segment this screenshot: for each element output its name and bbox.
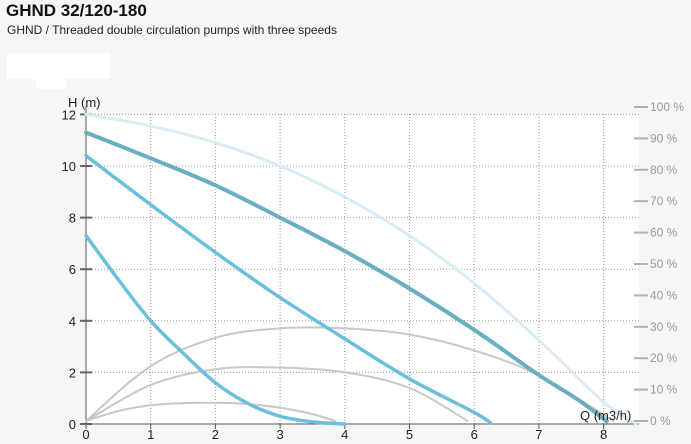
x-tick-label: 6 [471,427,478,442]
y-tick-label: 6 [69,262,76,277]
y2-tick-label: 30 % [650,320,678,334]
y-tick-label: 4 [69,314,76,329]
x-tick-label: 8 [600,427,607,442]
y2-tick-label: 0 % [650,414,671,428]
x-axis-label: Q (m3/h) [580,408,631,423]
page-subtitle: GHND / Threaded double circulation pumps… [7,23,337,37]
y-tick-label: 2 [69,365,76,380]
x-tick-label: 1 [147,427,154,442]
x-tick-label: 4 [341,427,348,442]
x-tick-label: 0 [82,427,89,442]
y2-tick-label: 100 % [650,100,684,114]
y2-tick-label: 40 % [650,288,678,302]
page-title: GHND 32/120-180 [6,1,147,20]
y-axis-label: H (m) [68,95,101,110]
y-tick-label: 0 [69,417,76,432]
blank-panel-tab [36,79,66,89]
y2-tick-label: 20 % [650,351,678,365]
y2-tick-label: 90 % [650,131,678,145]
y2-tick-label: 80 % [650,163,678,177]
y-tick-label: 10 [62,159,76,174]
efficiency-curve-speed-1 [85,401,337,422]
axes [80,106,648,429]
efficiency-curve-speed-2 [85,366,469,422]
y2-tick-label: 10 % [650,383,678,397]
blank-panel [7,53,110,79]
speed-3-curve [84,130,609,424]
speed-1-curve [84,233,347,426]
max-envelope-curve [84,112,638,426]
x-tick-label: 5 [406,427,413,442]
speed-2-curve [84,153,493,425]
x-tick-label: 2 [212,427,219,442]
x-tick-label: 3 [276,427,283,442]
y2-tick-label: 50 % [650,257,678,271]
y-tick-label: 12 [62,107,76,122]
x-tick-label: 7 [535,427,542,442]
y2-tick-label: 60 % [650,226,678,240]
y-tick-label: 8 [69,211,76,226]
efficiency-curve-speed-3 [85,326,615,422]
curves [84,112,638,426]
y2-tick-label: 70 % [650,194,678,208]
